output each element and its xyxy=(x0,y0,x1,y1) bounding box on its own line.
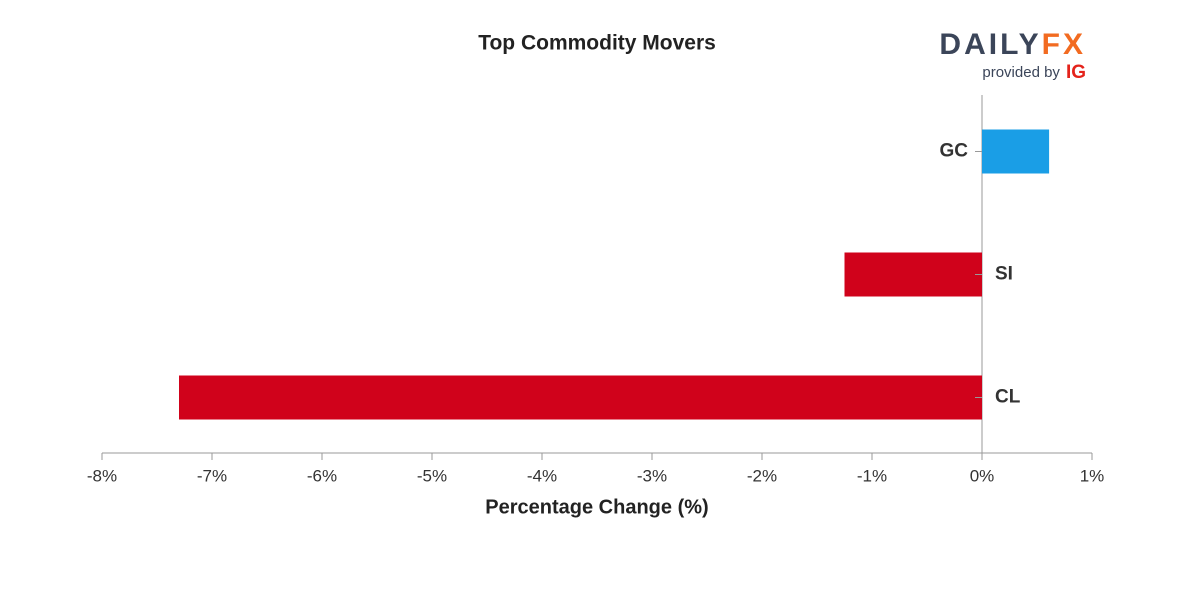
logo-fx: FX xyxy=(1042,28,1086,61)
bar xyxy=(179,375,982,420)
y-tick-label: CL xyxy=(995,387,1021,408)
logo-daily: DAILY xyxy=(939,28,1041,61)
x-tick-label: -6% xyxy=(307,466,337,485)
y-tick-label: SI xyxy=(995,264,1013,285)
ig-brand: IG xyxy=(1066,62,1086,83)
x-tick-label: -2% xyxy=(747,466,777,485)
x-tick-label: -8% xyxy=(87,466,117,485)
x-tick-label: -3% xyxy=(637,466,667,485)
x-tick-label: -5% xyxy=(417,466,447,485)
chart-title: Top Commodity Movers xyxy=(478,32,716,55)
x-tick-label: 1% xyxy=(1080,466,1105,485)
bar xyxy=(844,252,982,297)
provided-by: provided by xyxy=(982,64,1060,81)
x-tick-label: 0% xyxy=(970,466,995,485)
x-tick-label: -1% xyxy=(857,466,887,485)
y-tick-label: GC xyxy=(940,141,969,162)
x-tick-label: -7% xyxy=(197,466,227,485)
logo-provider: provided by IG xyxy=(982,62,1086,83)
bar xyxy=(982,129,1050,174)
x-tick-label: -4% xyxy=(527,466,557,485)
x-axis-label: Percentage Change (%) xyxy=(485,496,708,518)
logo: DAILYFX xyxy=(939,28,1086,61)
